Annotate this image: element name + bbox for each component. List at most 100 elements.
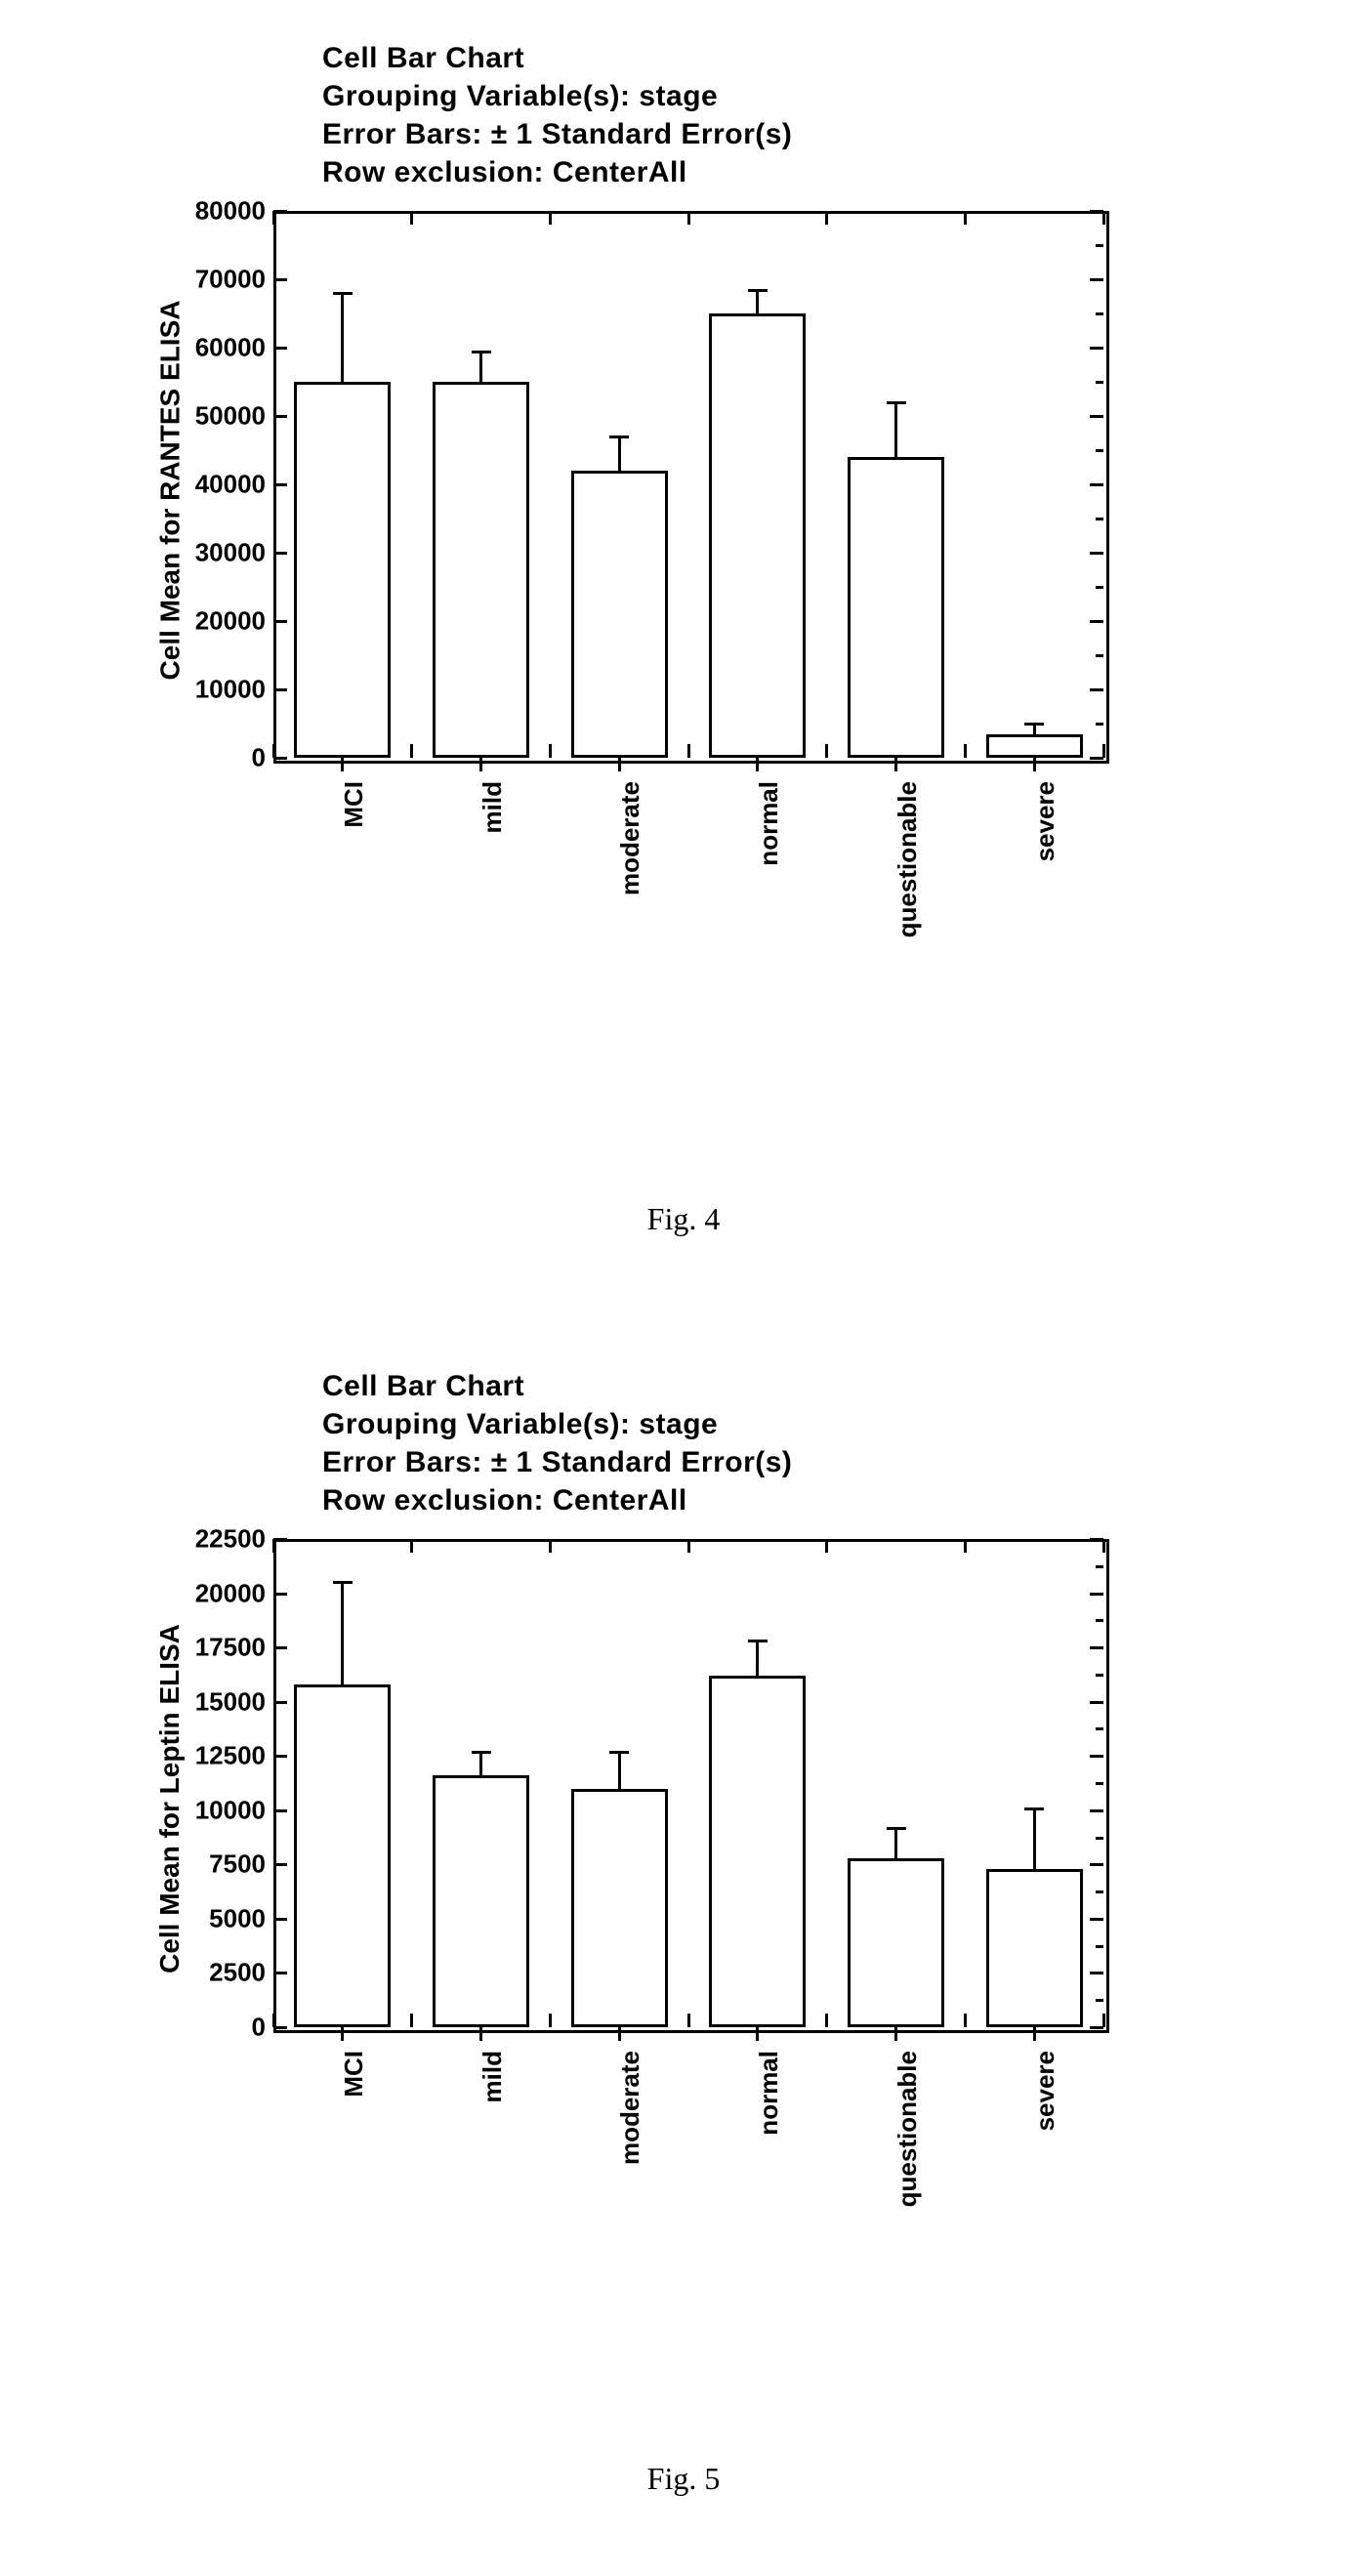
error-cap — [609, 436, 629, 438]
page: Cell Bar Chart Grouping Variable(s): sta… — [0, 0, 1371, 2576]
bar — [571, 471, 668, 758]
y-tick-label: 40000 — [158, 470, 266, 500]
error-bar — [756, 290, 759, 314]
y-tick — [273, 1755, 287, 1758]
figure-4-caption: Fig. 4 — [586, 1201, 781, 1237]
y-tick — [273, 1863, 287, 1866]
title-line: Cell Bar Chart — [322, 39, 1201, 77]
x-tick-label: moderate — [615, 2051, 645, 2165]
bar — [433, 382, 529, 758]
x-boundary-tick — [825, 211, 828, 225]
bar — [848, 1858, 944, 2027]
y-tick — [273, 2026, 287, 2029]
y-tick — [273, 415, 287, 418]
y-tick-label: 12500 — [158, 1741, 266, 1771]
y-tick — [1090, 1701, 1103, 1704]
error-cap — [472, 351, 491, 353]
y-minor-tick — [1096, 586, 1103, 589]
y-tick-label: 5000 — [158, 1903, 266, 1933]
x-tick-label: MCI — [339, 2051, 369, 2098]
x-boundary-tick — [964, 211, 967, 225]
x-tick — [756, 2027, 759, 2041]
y-minor-tick — [1096, 654, 1103, 657]
y-minor-tick — [1096, 1619, 1103, 1622]
x-boundary-tick — [549, 744, 552, 758]
figure-4-titles: Cell Bar Chart Grouping Variable(s): sta… — [322, 39, 1201, 191]
x-boundary-tick — [964, 744, 967, 758]
x-tick-label: MCI — [339, 781, 369, 828]
error-bar — [894, 402, 897, 457]
error-bar — [341, 293, 344, 382]
error-bar — [341, 1582, 344, 1683]
y-tick — [1090, 1593, 1103, 1596]
x-tick-label: normal — [754, 781, 784, 866]
y-tick-label: 7500 — [158, 1849, 266, 1880]
error-bar — [1033, 1808, 1036, 1869]
y-minor-tick — [1096, 1727, 1103, 1730]
y-tick-label: 2500 — [158, 1958, 266, 1988]
x-tick-label: normal — [754, 2051, 784, 2136]
x-boundary-tick — [549, 211, 552, 225]
error-cap — [333, 292, 353, 295]
title-line: Error Bars: ± 1 Standard Error(s) — [322, 115, 1201, 153]
y-minor-tick — [1096, 723, 1103, 726]
error-cap — [333, 1581, 353, 1584]
y-minor-tick — [1096, 1565, 1103, 1568]
x-boundary-tick — [964, 2014, 967, 2027]
error-cap — [609, 1751, 629, 1754]
figure-5: Cell Bar Chart Grouping Variable(s): sta… — [127, 1367, 1201, 2330]
x-boundary-tick — [410, 2014, 413, 2027]
y-tick — [273, 688, 287, 691]
y-tick — [1090, 688, 1103, 691]
y-tick — [273, 620, 287, 623]
y-tick — [273, 278, 287, 281]
x-boundary-tick — [825, 1539, 828, 1553]
x-boundary-tick — [1102, 744, 1105, 758]
x-tick — [894, 2027, 897, 2041]
y-minor-tick — [1096, 1890, 1103, 1893]
x-tick — [1033, 758, 1036, 771]
error-bar — [756, 1641, 759, 1676]
x-tick-label: moderate — [615, 781, 645, 895]
y-tick — [273, 1538, 287, 1541]
x-boundary-tick — [410, 211, 413, 225]
y-tick — [273, 1918, 287, 1921]
y-minor-tick — [1096, 1782, 1103, 1785]
y-tick — [1090, 552, 1103, 555]
y-tick — [1090, 415, 1103, 418]
y-minor-tick — [1096, 1837, 1103, 1840]
y-tick-label: 20000 — [158, 1578, 266, 1608]
x-boundary-tick — [1102, 2014, 1105, 2027]
plot-box — [273, 1539, 1109, 2033]
y-tick — [1090, 620, 1103, 623]
error-bar — [618, 436, 621, 471]
title-line: Error Bars: ± 1 Standard Error(s) — [322, 1443, 1201, 1481]
plot-box — [273, 211, 1109, 764]
y-tick-label: 30000 — [158, 538, 266, 568]
error-cap — [1024, 1807, 1044, 1810]
y-tick-label: 80000 — [158, 196, 266, 227]
figure-5-caption: Fig. 5 — [586, 2461, 781, 2497]
figure-4: Cell Bar Chart Grouping Variable(s): sta… — [127, 39, 1201, 1002]
y-tick — [1090, 1646, 1103, 1649]
bar — [848, 457, 944, 758]
y-minor-tick — [1096, 1945, 1103, 1948]
error-bar — [479, 352, 482, 383]
x-boundary-tick — [825, 2014, 828, 2027]
error-bar — [479, 1752, 482, 1775]
y-minor-tick — [1096, 244, 1103, 247]
error-cap — [1024, 723, 1044, 726]
x-tick — [756, 758, 759, 771]
y-tick-label: 70000 — [158, 265, 266, 295]
x-boundary-tick — [687, 2014, 690, 2027]
y-tick-label: 0 — [158, 743, 266, 773]
error-cap — [887, 1827, 906, 1830]
x-boundary-tick — [410, 1539, 413, 1553]
title-line: Grouping Variable(s): stage — [322, 77, 1201, 115]
x-tick-label: questionable — [893, 2051, 923, 2207]
bar — [986, 734, 1083, 759]
x-tick-label: mild — [478, 2051, 508, 2102]
x-boundary-tick — [549, 2014, 552, 2027]
y-tick — [1090, 347, 1103, 350]
y-tick — [273, 552, 287, 555]
